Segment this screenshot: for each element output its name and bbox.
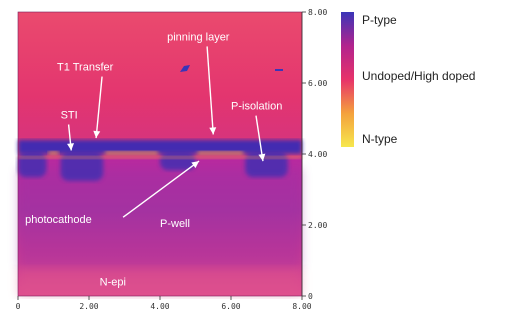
annotation-n_epi: N-epi [100,276,126,288]
annotation-photocathode: photocathode [25,214,92,226]
colorbar-label-middle: Undoped/High doped [362,69,475,83]
annotation-p_well: P-well [160,218,190,230]
annotation-arrowhead-sti [67,143,75,151]
sti-well-3 [245,152,288,178]
annotation-sti: STI [61,110,78,122]
oxide-band [18,139,302,154]
y-tick-label: 8.00 [308,8,327,17]
defect-speck-2 [275,69,283,71]
x-tick-label: 4.00 [150,302,169,311]
annotation-p_isolation: P-isolation [231,101,282,113]
y-tick-label: 4.00 [308,150,327,159]
colorbar-label-top: P-type [362,13,397,27]
annotation-pinning_layer: pinning layer [167,31,230,43]
annotation-arrowhead-pinning_layer [209,127,217,135]
plot-area [17,11,303,297]
annotation-arrowhead-transfer [93,130,101,139]
interface-strip-1 [105,151,158,155]
annotation-arrow-transfer [95,76,103,139]
y-tick-label: 0 [308,292,313,301]
annotations: STI T1 Transfer pinning layer P-isolation ph… [25,31,282,288]
interface-strip-2 [197,151,244,155]
annotation-arrow-pinning_layer [206,46,214,135]
colorbar: P-type Undoped/High doped N-type [341,12,475,147]
y-tick-label: 6.00 [308,79,327,88]
x-tick-label: 0 [16,302,21,311]
n-epi-region [18,267,302,296]
annotation-arrowhead-photocathode [191,161,200,169]
annotation-arrow-p_isolation [255,115,264,162]
interface-strip-0 [48,151,59,155]
colorbar-label-bottom: N-type [362,132,398,146]
x-tick-label: 6.00 [221,302,240,311]
annotation-transfer: T1 Transfer [57,62,114,74]
annotation-arrow-photocathode [122,160,200,218]
colorbar-gradient [341,12,354,147]
defect-speck-1 [180,65,190,72]
sti-well-1 [60,152,104,181]
y-tick-label: 2.00 [308,221,327,230]
pinning-stripe [18,156,302,159]
y-axis: 0 2.00 4.00 6.00 8.00 [301,8,327,301]
x-tick-label: 2.00 [79,302,98,311]
sti-well-0 [18,152,47,178]
x-axis: 0 2.00 4.00 6.00 8.00 [16,296,312,311]
x-tick-label: 8.00 [292,302,311,311]
annotation-arrowhead-p_isolation [258,153,266,162]
p-well-region [18,168,302,268]
